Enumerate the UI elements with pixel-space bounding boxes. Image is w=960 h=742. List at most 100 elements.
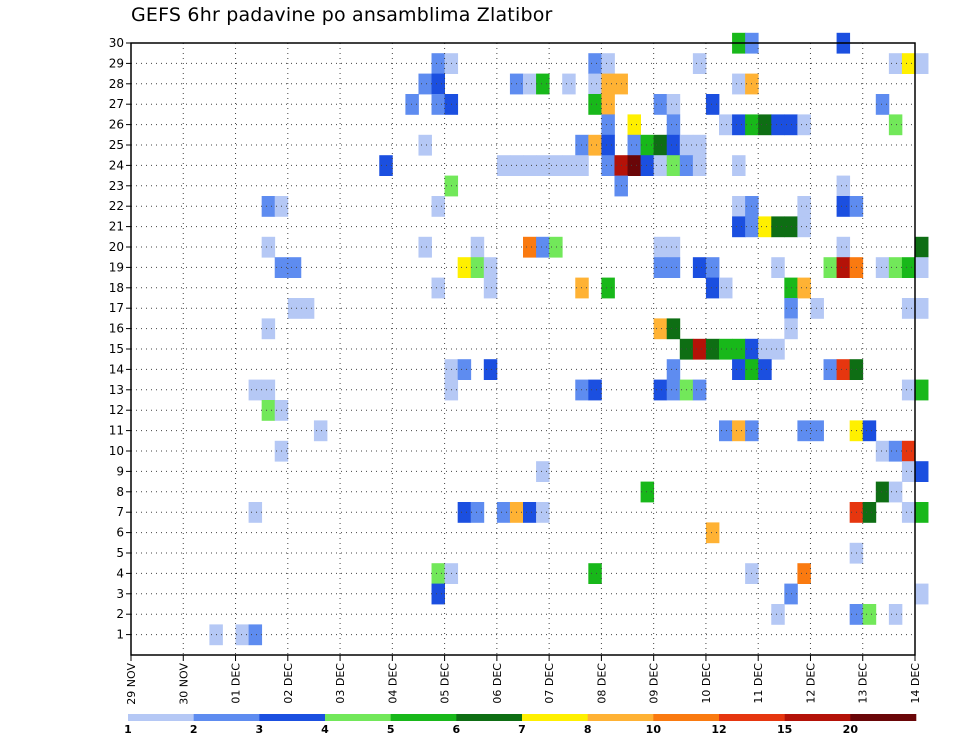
- heatmap-cell: [901, 257, 916, 278]
- heatmap-cell: [536, 73, 550, 95]
- heatmap-cell: [915, 257, 929, 278]
- heatmap-cell: [313, 420, 328, 442]
- y-tick-label: 7: [116, 505, 124, 519]
- heatmap-cell: [235, 624, 249, 646]
- heatmap-cell: [261, 318, 276, 340]
- heatmap-cell: [901, 53, 916, 74]
- y-tick-label: 14: [109, 362, 124, 376]
- heatmap-cell: [248, 379, 263, 401]
- heatmap-cell: [758, 114, 772, 136]
- colorbar: 1 2 3 4 5 6 7 8 10 12 15 20: [124, 714, 917, 736]
- x-tick-label: 02 DEC: [282, 663, 295, 704]
- heatmap-cell: [797, 114, 811, 136]
- heatmap-cell: [418, 236, 432, 258]
- y-tick-label: 29: [109, 56, 124, 70]
- heatmap-cell: [875, 440, 890, 462]
- heatmap-cell: [836, 359, 851, 380]
- heatmap-cell: [758, 338, 772, 360]
- chart-title: GEFS 6hr padavine po ansamblima Zlatibor: [131, 4, 553, 26]
- y-tick-label: 3: [116, 587, 124, 601]
- heatmap-cell: [431, 53, 445, 74]
- x-axis: 29 NOV 30 NOV 01 DEC 02 DEC 03 DEC 04 DEC 05 D…: [125, 655, 922, 705]
- heatmap-cell: [888, 440, 903, 462]
- heatmap-cell: [575, 379, 589, 401]
- heatmap-cell: [536, 236, 550, 258]
- heatmap-cell: [523, 155, 537, 176]
- heatmap-cell: [823, 257, 837, 278]
- heatmap-cell: [287, 257, 302, 278]
- heatmap-cell: [666, 114, 681, 136]
- heatmap-cell: [523, 502, 537, 523]
- heatmap-cell: [653, 257, 668, 278]
- heatmap-cell: [888, 604, 903, 625]
- heatmap-cell: [862, 604, 877, 625]
- heatmap-cell: [627, 155, 641, 176]
- heatmap-cell: [732, 216, 746, 238]
- colorbar-swatch: [719, 714, 785, 721]
- heatmap-cell: [483, 257, 498, 278]
- colorbar-swatch: [850, 714, 917, 721]
- x-tick-label: 04 DEC: [386, 663, 399, 704]
- heatmap-cell: [705, 94, 720, 115]
- heatmap-cell: [888, 257, 903, 278]
- heatmap-cell: [431, 277, 445, 299]
- x-tick-label: 05 DEC: [439, 663, 452, 704]
- heatmap-cell: [823, 359, 837, 380]
- heatmap-cell: [287, 298, 302, 319]
- y-tick-label: 27: [109, 97, 124, 111]
- heatmap-cell: [666, 134, 681, 156]
- heatmap-cell: [601, 277, 615, 299]
- heatmap-cell: [901, 298, 916, 319]
- heatmap-cell: [457, 257, 472, 278]
- y-tick-label: 16: [109, 322, 124, 336]
- colorbar-swatch: [653, 714, 720, 721]
- x-tick-label: 07 DEC: [543, 663, 556, 704]
- colorbar-label: 15: [777, 723, 792, 736]
- heatmap-cell: [470, 502, 485, 523]
- heatmap-cell: [666, 236, 681, 258]
- heatmap-cell: [261, 400, 276, 421]
- heatmap-cell: [640, 481, 655, 503]
- heatmap-cell: [640, 134, 655, 156]
- heatmap-cell: [719, 338, 733, 360]
- heatmap-cell: [915, 53, 929, 74]
- heatmap-cell: [901, 502, 916, 523]
- heatmap-cell: [771, 257, 785, 278]
- heatmap-cell: [588, 379, 602, 401]
- colorbar-label: 4: [321, 723, 329, 736]
- heatmap-cell: [431, 94, 445, 115]
- heatmap-cell: [705, 338, 720, 360]
- heatmap-cell: [810, 420, 824, 442]
- heatmap-cell: [758, 359, 772, 380]
- colorbar-label: 8: [584, 723, 592, 736]
- heatmap-cell: [248, 502, 263, 523]
- y-axis: 1234567891011121314151617181920212223242…: [109, 36, 131, 642]
- colorbar-swatch: [390, 714, 457, 721]
- y-tick-label: 25: [109, 138, 124, 152]
- x-tick-label: 06 DEC: [491, 663, 504, 704]
- heatmap-cell: [692, 53, 707, 74]
- colorbar-swatch: [259, 714, 326, 721]
- heatmap-cell: [261, 236, 276, 258]
- y-tick-label: 1: [116, 628, 124, 642]
- colorbar-swatch: [128, 714, 194, 721]
- heatmap-cell: [915, 583, 929, 605]
- heatmap-cell: [653, 94, 668, 115]
- heatmap-cell: [523, 73, 537, 95]
- heatmap-cell: [588, 563, 602, 584]
- heatmap-cell: [915, 379, 929, 401]
- y-tick-label: 21: [109, 220, 124, 234]
- heatmap-cell: [915, 298, 929, 319]
- heatmap-cell: [575, 134, 589, 156]
- colorbar-swatch: [587, 714, 654, 721]
- heatmap-cell: [705, 277, 720, 299]
- heatmap-cell: [875, 481, 890, 503]
- heatmap-cell: [457, 502, 472, 523]
- y-tick-label: 23: [109, 179, 124, 193]
- colorbar-label: 6: [453, 723, 461, 736]
- y-tick-label: 18: [109, 281, 124, 295]
- y-tick-label: 8: [116, 485, 124, 499]
- heatmap-cell: [888, 114, 903, 136]
- heatmap-cell: [470, 236, 485, 258]
- heatmap-cell: [901, 440, 916, 462]
